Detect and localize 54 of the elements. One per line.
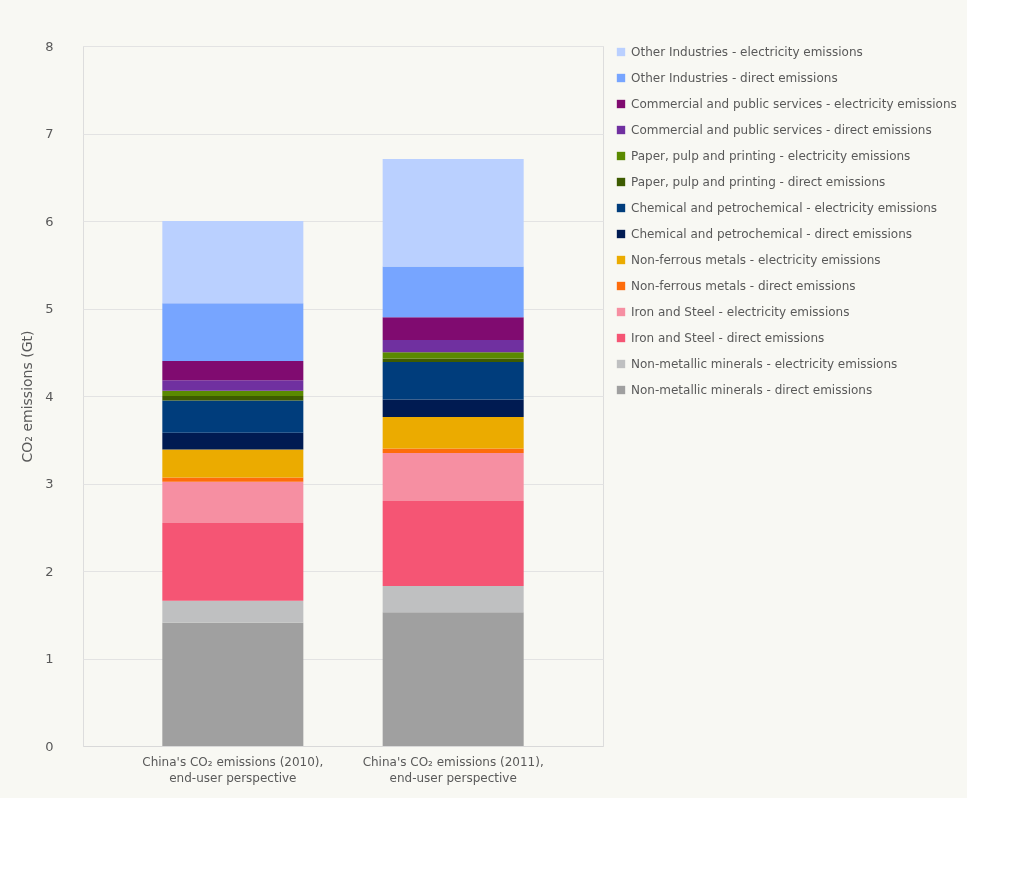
bar [382,340,524,353]
y-tick-label: 3 [45,476,54,491]
bar [162,303,304,361]
y-tick-label: 2 [45,563,54,579]
y-axis-title: CO₂ emissions (Gt) [19,330,36,463]
legend-label: Non-metallic minerals - direct emissions [631,383,873,397]
bar [162,380,304,391]
y-tick-label: 5 [45,301,54,316]
bar [382,612,524,746]
bar [162,396,304,401]
y-tick-label: 7 [45,126,54,141]
y-tick-label: 1 [45,651,54,666]
bar [162,390,304,396]
y-tick-label: 4 [45,388,54,404]
legend-label: Other Industries - electricity emissions [631,45,863,59]
bar [162,481,304,523]
y-tick-label: 8 [45,38,54,54]
bar [382,501,524,586]
legend-label: Paper, pulp and printing - direct emissions [631,175,886,189]
legend-label: Paper, pulp and printing - electricity emissions [631,149,911,163]
legend-label: Non-metallic minerals - electricity emissions [631,357,898,371]
bar [382,452,524,501]
bar [162,449,304,478]
legend-label: Chemical and petrochemical - direct emissions [631,227,913,241]
bar [382,417,524,449]
legend-label: Other Industries - direct emissions [631,71,838,85]
bar [382,158,524,267]
legend-label: Iron and Steel - direct emissions [631,331,825,345]
bar [162,600,304,623]
legend-label: Non-ferrous metals - electricity emissions [631,253,881,267]
bar [162,400,304,433]
bar [382,399,524,417]
bar [162,622,304,746]
legend-label: Commercial and public services - electricity emissions [631,97,957,111]
legend-label: Iron and Steel - electricity emissions [631,305,850,319]
legend-label: Non-ferrous metals - direct emissions [631,279,856,293]
bar [162,361,304,381]
legend-label: Chemical and petrochemical - electricity emissions [631,201,938,215]
legend-label: Commercial and public services - direct emissions [631,123,932,137]
bar [162,221,304,304]
bar [382,361,524,400]
bar [162,432,304,450]
y-tick-label: 6 [45,213,54,229]
x-tick-label: China's CO₂ emissions (2011), end-user perspective [362,754,544,785]
x-tick-label: China's CO₂ emissions (2010), end-user perspective [142,754,324,785]
y-tick-label: 0 [45,738,54,754]
bar [382,358,524,362]
bar [382,585,524,613]
bar [162,477,304,482]
bar [382,352,524,359]
bar [162,522,304,601]
bar [382,448,524,453]
bar [382,317,524,340]
bar [382,266,524,318]
